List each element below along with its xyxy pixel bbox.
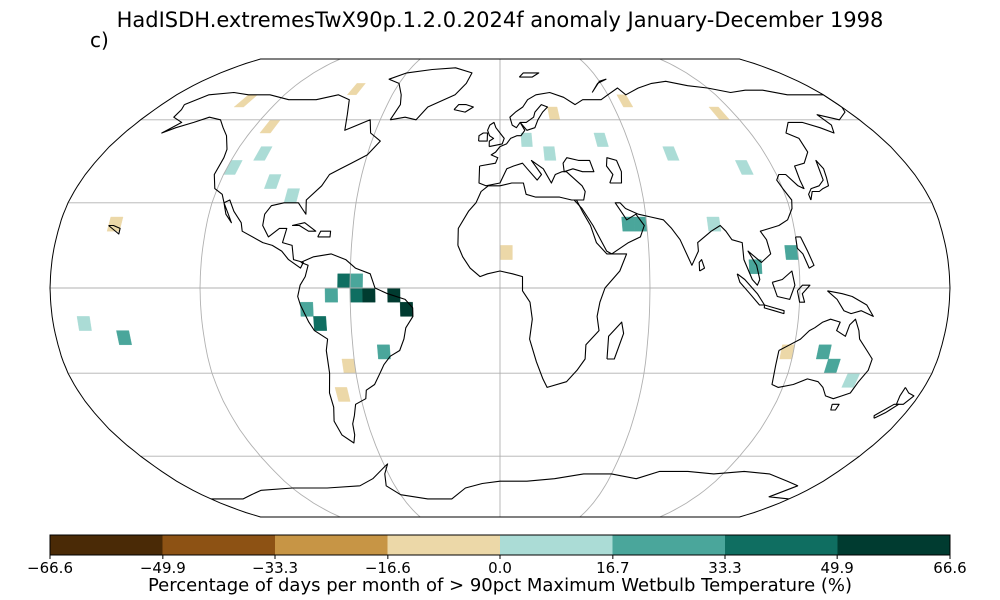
coastline xyxy=(518,72,540,78)
anomaly-cell xyxy=(346,83,366,96)
colorbar-swatch xyxy=(387,535,501,555)
coastline xyxy=(736,273,766,306)
coastline xyxy=(297,253,414,444)
coastline xyxy=(873,403,900,419)
anomaly-cell xyxy=(313,316,328,331)
coastline xyxy=(591,78,607,93)
anomaly-cell xyxy=(621,216,636,232)
coastline xyxy=(895,387,915,405)
anomaly-cell xyxy=(253,146,273,161)
colorbar-tick-label: −16.6 xyxy=(365,559,411,577)
gridlines xyxy=(50,59,950,517)
colorbar-tick-label: 66.6 xyxy=(933,559,966,577)
colorbar-tick-label: 33.3 xyxy=(708,559,741,577)
coastline xyxy=(562,157,595,173)
coastline xyxy=(457,182,628,388)
coastline xyxy=(771,318,873,400)
colorbar-swatch xyxy=(837,535,951,555)
coastline xyxy=(827,290,874,317)
colorbar-tick-label: −33.3 xyxy=(252,559,298,577)
anomaly-cells xyxy=(76,83,861,402)
anomaly-cell xyxy=(662,146,680,161)
coastline xyxy=(388,67,473,121)
colorbar-swatch xyxy=(162,535,276,555)
coastline xyxy=(519,104,549,131)
anomaly-cell xyxy=(593,132,609,147)
colorbar-tick-label: 16.7 xyxy=(596,559,629,577)
colorbar-swatch xyxy=(50,535,163,555)
colorbar-swatch xyxy=(612,535,726,555)
anomaly-cell xyxy=(543,146,557,161)
colorbar-tick-label: 0.0 xyxy=(488,559,512,577)
coastline xyxy=(161,91,381,269)
map-boundary xyxy=(49,58,951,518)
longitude-gridline xyxy=(199,59,341,517)
colorbar-tick-label: 49.9 xyxy=(820,559,853,577)
colorbar-swatch xyxy=(500,535,613,555)
coastline xyxy=(605,157,623,184)
coastline xyxy=(453,104,474,113)
colorbar-label: Percentage of days per month of > 90pct … xyxy=(147,575,853,596)
anomaly-cell xyxy=(300,302,314,317)
coastline xyxy=(317,230,332,238)
coastline xyxy=(830,403,840,411)
anomaly-cell xyxy=(116,330,132,345)
colorbar-tick-label: −66.6 xyxy=(27,559,73,577)
longitude-gridline xyxy=(349,59,421,517)
coastline xyxy=(698,259,706,272)
anomaly-cell xyxy=(616,94,634,108)
coastline xyxy=(487,121,505,148)
longitude-gridline xyxy=(579,59,651,517)
colorbar-swatch xyxy=(275,535,388,555)
colorbar-ticks: −66.6 −49.9 −33.3 −16.6 0.0 16.7 33.3 49.9 66.6 xyxy=(27,555,967,577)
colorbar-swatch xyxy=(725,535,838,555)
anomaly-cell xyxy=(520,132,533,147)
coastline xyxy=(211,463,799,500)
figure-title: HadISDH.extremesTwX90p.1.2.0.2024f anoma… xyxy=(116,8,884,32)
anomaly-cell xyxy=(264,174,282,189)
coastline xyxy=(763,304,785,315)
coastline xyxy=(771,270,796,300)
anomaly-cell xyxy=(734,160,754,175)
anomaly-cell xyxy=(376,344,391,360)
panel-label: c) xyxy=(90,28,109,52)
anomaly-cell xyxy=(334,387,351,402)
coastlines xyxy=(108,67,915,500)
colorbar-swatches xyxy=(50,535,951,555)
coastline xyxy=(808,159,830,201)
coastline xyxy=(606,321,625,360)
anomaly-cell xyxy=(748,259,763,274)
coastline xyxy=(478,132,489,142)
colorbar-tick-label: −49.9 xyxy=(140,559,186,577)
coastline xyxy=(291,222,317,232)
coastline xyxy=(108,224,121,235)
coastline xyxy=(796,284,811,303)
anomaly-cell xyxy=(76,316,92,331)
coastline xyxy=(795,236,815,269)
